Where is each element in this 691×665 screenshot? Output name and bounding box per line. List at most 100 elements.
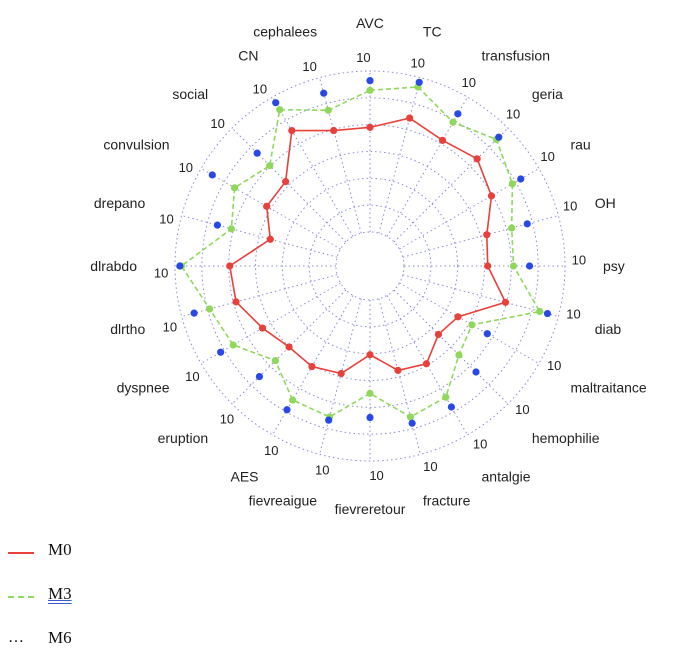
tick-label-aes: 10 [264, 443, 278, 458]
point-m6-tc [415, 78, 423, 86]
axis-label-aes: AES [230, 468, 258, 484]
point-m0-fievreaigue [337, 369, 345, 378]
axis-label-cn: CN [238, 48, 258, 64]
point-m6-convulsion [208, 171, 216, 179]
point-m0-oh [483, 231, 491, 239]
point-m3-cephalees [324, 106, 332, 114]
point-m0-drepano [266, 235, 274, 243]
legend: M0 M3 … M6 [8, 528, 72, 660]
point-m3-oh [508, 224, 516, 232]
tick-label-cephalees: 10 [302, 59, 316, 74]
point-m0-cn [288, 126, 296, 135]
axis-label-avc: AVC [356, 15, 384, 31]
axis-label-social: social [172, 86, 208, 102]
point-m3-drepano [227, 225, 236, 233]
tick-label-fievreretour: 10 [369, 468, 383, 483]
axis-label-maltraitance: maltraitance [570, 380, 646, 396]
tick-label-tc: 10 [410, 56, 424, 71]
point-m3-social [266, 162, 274, 170]
legend-item-m3: M3 [8, 572, 72, 616]
grid-ring [201, 97, 539, 435]
point-m6-avc [366, 77, 374, 85]
point-m6-eruption [255, 372, 264, 381]
tick-label-dlrtho: 10 [163, 319, 177, 334]
grid-spoke [378, 77, 421, 234]
tick-label-transfusion: 10 [462, 75, 476, 90]
tick-label-maltraitance: 10 [547, 358, 561, 373]
axis-label-tc: TC [423, 23, 442, 39]
legend-swatch-m3 [8, 596, 34, 598]
tick-label-dyspnee: 10 [185, 369, 199, 384]
point-m6-psy [525, 262, 534, 270]
point-m0-cephalees [330, 126, 338, 135]
point-m6-cephalees [320, 89, 328, 97]
axis-label-convulsion: convulsion [103, 137, 169, 153]
tick-label-fracture: 10 [423, 459, 437, 474]
point-m0-rau [487, 192, 496, 200]
point-m3-cn [276, 106, 284, 114]
point-m6-transfusion [454, 110, 462, 118]
tick-label-hemophilie: 10 [515, 402, 529, 417]
tick-label-drepano: 10 [159, 211, 173, 226]
point-m6-fievreretour [366, 413, 374, 422]
axis-label-diab: diab [595, 321, 622, 337]
axis-label-fievreretour: fievreretour [335, 501, 406, 517]
point-m3-dlrtho [206, 305, 214, 313]
point-m0-tc [406, 114, 414, 122]
tick-label-rau: 10 [540, 149, 554, 164]
point-m3-dyspnee [229, 341, 237, 349]
point-m0-fievreretour [366, 351, 374, 359]
radar-series [176, 77, 552, 427]
axis-label-transfusion: transfusion [482, 48, 550, 64]
point-m0-avc [366, 123, 374, 131]
series-line-m3 [180, 86, 541, 418]
point-m0-maltraitance [454, 313, 462, 321]
point-m0-hemophilie [434, 330, 443, 339]
tick-label-convulsion: 10 [179, 160, 193, 175]
point-m6-social [253, 149, 261, 157]
point-m3-maltraitance [468, 321, 476, 329]
point-m0-dlrtho [232, 298, 240, 306]
point-m0-convulsion [263, 202, 271, 210]
point-m0-dlrabdo [226, 262, 234, 270]
point-m6-cn [272, 99, 280, 107]
series-line-m6 [180, 81, 548, 424]
axis-label-hemophilie: hemophilie [532, 430, 600, 446]
point-m3-avc [366, 86, 374, 94]
point-m0-eruption [285, 343, 293, 351]
point-m6-hemophilie [472, 368, 480, 376]
axis-label-psy: psy [603, 258, 625, 274]
point-m0-geria [473, 155, 481, 163]
point-m6-drepano [213, 221, 222, 229]
point-m3-fracture [406, 413, 415, 421]
tick-label-fievreaigue: 10 [315, 462, 329, 477]
point-m6-fracture [408, 419, 416, 427]
point-m0-social [282, 178, 290, 186]
point-m6-diab [543, 309, 552, 318]
legend-item-m0: M0 [8, 528, 72, 572]
tick-label-antalgie: 10 [473, 437, 487, 452]
legend-label-m0: M0 [48, 540, 72, 559]
tick-label-cn: 10 [253, 81, 267, 96]
grid-spoke [181, 215, 338, 258]
point-m0-diab [501, 298, 510, 306]
tick-label-social: 10 [210, 116, 224, 131]
point-m0-fracture [394, 366, 402, 374]
point-m3-eruption [271, 357, 279, 365]
axis-label-geria: geria [532, 86, 563, 102]
point-m0-psy [484, 262, 492, 270]
point-m6-geria [495, 133, 503, 141]
grid-ring [174, 70, 566, 462]
axis-label-dlrtho: dlrtho [110, 321, 145, 337]
point-m6-maltraitance [483, 330, 491, 338]
axis-label-drepano: drepano [94, 195, 146, 211]
axis-label-eruption: eruption [158, 430, 209, 446]
point-m6-antalgie [447, 403, 455, 411]
tick-label-oh: 10 [563, 199, 577, 214]
axis-label-rau: rau [570, 137, 590, 153]
legend-label-m6: M6 [48, 628, 72, 647]
axis-label-cephalees: cephalees [253, 23, 317, 39]
point-m6-rau [517, 175, 525, 183]
axis-label-fracture: fracture [423, 493, 471, 509]
axis-label-antalgie: antalgie [482, 468, 531, 484]
